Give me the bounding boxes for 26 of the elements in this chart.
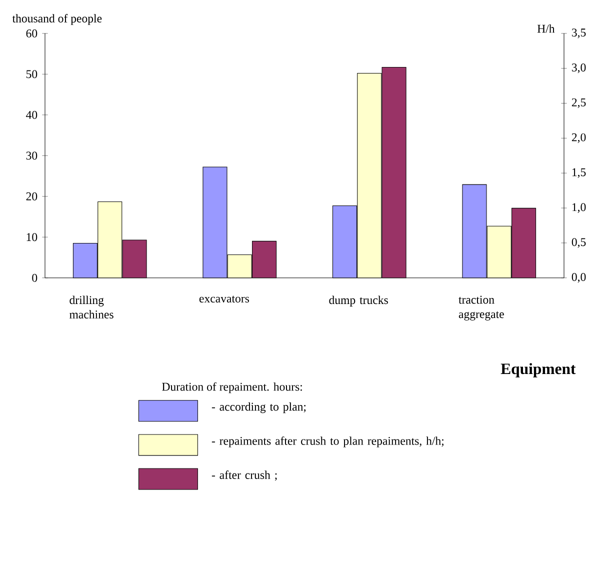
y2-tick-label: 3,5 (572, 28, 586, 38)
legend-label: - according to plan; (212, 402, 306, 414)
y2-tick-label: 0,0 (572, 272, 586, 283)
y2-tick-label: 1,0 (572, 203, 586, 213)
y-tick-label: 50 (26, 70, 38, 78)
y2-tick-label: 3,0 (572, 63, 586, 74)
y2-axis-title: H/h (537, 24, 555, 33)
legend-title: Duration of repaiment. hours: (162, 382, 302, 394)
y-tick-label: 30 (26, 152, 38, 160)
y-tick-label: 10 (26, 233, 38, 242)
y2-tick-label: 0,5 (572, 238, 586, 248)
y-tick-label: 20 (26, 192, 38, 200)
y-tick-label: 60 (26, 29, 38, 38)
y-tick-label: 40 (26, 110, 38, 119)
legend-label: - after crush ; (212, 470, 277, 481)
y-tick-label: 0 (32, 274, 38, 282)
y2-tick-label: 2,5 (572, 98, 586, 108)
y2-tick-label: 2,0 (572, 133, 586, 143)
x-tick-label: excavators (199, 296, 250, 302)
x-tick-label: drilling machines (69, 296, 114, 318)
x-tick-label: traction aggregate (458, 296, 504, 320)
x-axis-title: Equipment (500, 363, 576, 378)
legend-label: - repaiments after crush to plan repaiments, h/h; (212, 436, 444, 448)
y2-tick-label: 1,5 (572, 168, 586, 178)
y-axis-title: thousand of people (12, 14, 102, 25)
x-tick-label: dump trucks (329, 296, 388, 306)
